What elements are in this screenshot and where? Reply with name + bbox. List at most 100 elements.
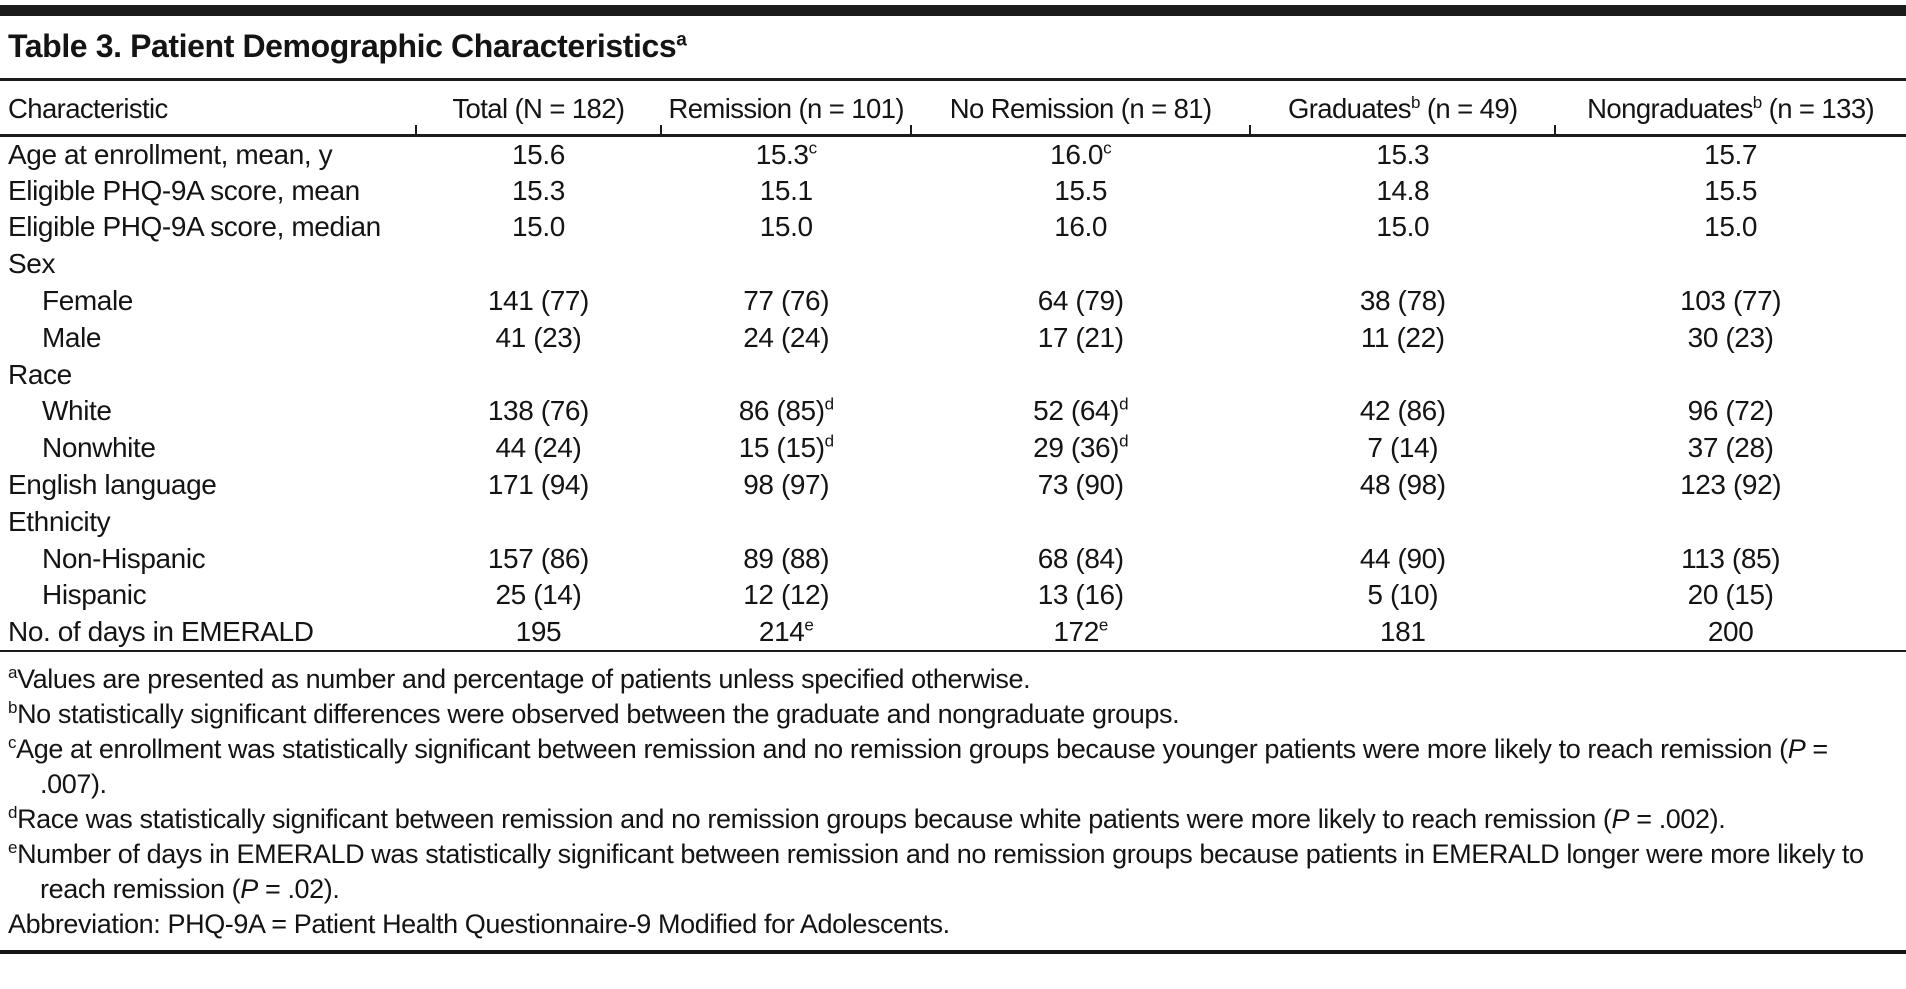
data-cell: 42 (86) (1250, 393, 1555, 430)
column-header-4: Graduatesb (n = 49) (1249, 81, 1556, 137)
column-header-characteristic: Characteristic (0, 81, 416, 137)
data-cell (1555, 356, 1906, 393)
data-cell: 41 (23) (416, 319, 662, 356)
footnote-marker-a: a (676, 29, 687, 51)
column-header-1: Total (N = 182) (414, 81, 662, 137)
demographics-table: Characteristic Total (N = 182) Remission (… (0, 81, 1906, 652)
stat-p-symbol: P (1787, 733, 1806, 764)
cell-value: 37 (28) (1687, 432, 1774, 464)
column-header-label: Graduates (1287, 93, 1412, 124)
table-row: Age at enrollment, mean, y 15.6 15.3c 16.0c… (0, 136, 1906, 173)
column-header-3: No Remission (n = 81) (910, 81, 1251, 137)
row-label: Hispanic (42, 579, 147, 611)
footnote-marker-d: d (824, 395, 834, 415)
table-title-text: Table 3. Patient Demographic Characteris… (8, 28, 677, 64)
data-cell: 181 (1250, 613, 1556, 652)
data-cell (1250, 356, 1555, 393)
row-label: English language (8, 469, 217, 501)
column-header-label: Total (N = 182) (452, 93, 625, 124)
row-label: Male (42, 321, 102, 353)
footnote-marker-c: c (1103, 138, 1112, 158)
row-label-cell: Eligible PHQ-9A score, median (0, 209, 416, 246)
data-cell: 68 (84) (911, 540, 1250, 577)
cell-value: 15.0 (759, 211, 813, 243)
footnote-marker-e: e (804, 615, 814, 635)
cell-value: 25 (14) (495, 579, 582, 611)
cell-value: 181 (1380, 615, 1426, 647)
data-cell: 172e (911, 613, 1251, 652)
row-label-cell: Non-Hispanic (0, 540, 416, 577)
data-cell: 64 (79) (911, 283, 1250, 320)
cell-value: 15.7 (1704, 138, 1758, 170)
data-cell: 214e (661, 613, 912, 652)
cell-value: 29 (36) (1033, 432, 1120, 464)
row-label-cell: White (0, 393, 416, 430)
row-label-cell: Ethnicity (0, 503, 416, 540)
data-cell (1250, 503, 1555, 540)
data-cell (661, 503, 911, 540)
row-label: Race (8, 358, 72, 390)
data-cell: 12 (12) (661, 577, 911, 614)
data-cell: 25 (14) (416, 577, 662, 614)
data-cell: 38 (78) (1250, 283, 1555, 320)
row-label: Non-Hispanic (42, 542, 206, 574)
column-header-label: Nongraduates (1587, 93, 1753, 124)
cell-value: 15 (15) (738, 432, 825, 464)
footnote-e: eNumber of days in EMERALD was statistic… (8, 837, 1870, 907)
row-label-cell: Female (0, 283, 416, 320)
data-cell (911, 356, 1250, 393)
cell-value: 11 (22) (1360, 321, 1445, 353)
cell-value: 15.6 (511, 138, 565, 170)
cell-value: 13 (16) (1037, 579, 1124, 611)
cell-value: 48 (98) (1359, 469, 1446, 501)
footnote-a: aValues are presented as number and perc… (8, 662, 1870, 697)
data-cell: 15.1 (661, 172, 911, 209)
cell-value: 15.0 (1376, 211, 1430, 243)
data-cell: 16.0 (911, 209, 1250, 246)
row-label: Nonwhite (42, 432, 156, 464)
data-cell: 15.0 (661, 209, 911, 246)
column-header-label: No Remission (n = 81) (949, 93, 1212, 124)
cell-value: 214 (758, 615, 805, 647)
cell-value: 15.3 (755, 138, 809, 170)
cell-value: 103 (77) (1680, 285, 1782, 317)
data-cell: 13 (16) (911, 577, 1250, 614)
data-cell: 17 (21) (911, 319, 1250, 356)
footnote-marker-b: b (1752, 92, 1762, 112)
title-divider-rule (0, 78, 1906, 81)
data-cell: 15.7 (1555, 136, 1906, 173)
data-cell (661, 356, 911, 393)
cell-value: 15.0 (511, 211, 565, 243)
cell-value: 52 (64) (1033, 395, 1120, 427)
data-cell: 15.5 (1555, 172, 1906, 209)
cell-value: 123 (92) (1680, 469, 1782, 501)
table-top-rule (0, 5, 1906, 16)
row-label-cell: Race (0, 356, 416, 393)
data-cell: 15.0 (416, 209, 662, 246)
cell-value: 15.5 (1704, 174, 1758, 206)
cell-value: 15.3 (1376, 138, 1430, 170)
cell-value: 42 (86) (1359, 395, 1446, 427)
table-row: Male 41 (23) 24 (24) 17 (21) 11 (22) 30 (23) (0, 319, 1906, 356)
row-label: White (42, 395, 112, 427)
row-label-cell: No. of days in EMERALD (0, 613, 416, 652)
data-cell: 123 (92) (1555, 467, 1906, 504)
footnote-marker-d: d (824, 431, 834, 451)
row-label: Ethnicity (8, 505, 111, 537)
cell-value: 17 (21) (1037, 321, 1124, 353)
row-label-cell: Hispanic (0, 577, 416, 614)
data-cell: 73 (90) (911, 467, 1250, 504)
row-label-cell: English language (0, 467, 416, 504)
footnote-marker-d: d (1119, 395, 1129, 415)
table-group-row: Race (0, 356, 1906, 393)
row-label: No. of days in EMERALD (8, 615, 314, 647)
footnote-b: bNo statistically significant difference… (8, 697, 1870, 732)
data-cell: 157 (86) (416, 540, 662, 577)
data-cell: 96 (72) (1555, 393, 1906, 430)
footnote-marker-e: e (8, 837, 18, 857)
cell-value: 16.0 (1054, 211, 1108, 243)
footnote-text: No statistically significant differences… (17, 698, 1180, 729)
cell-value: 89 (88) (743, 542, 830, 574)
data-cell: 86 (85)d (661, 393, 911, 430)
footnote-text: = .02). (257, 873, 340, 904)
